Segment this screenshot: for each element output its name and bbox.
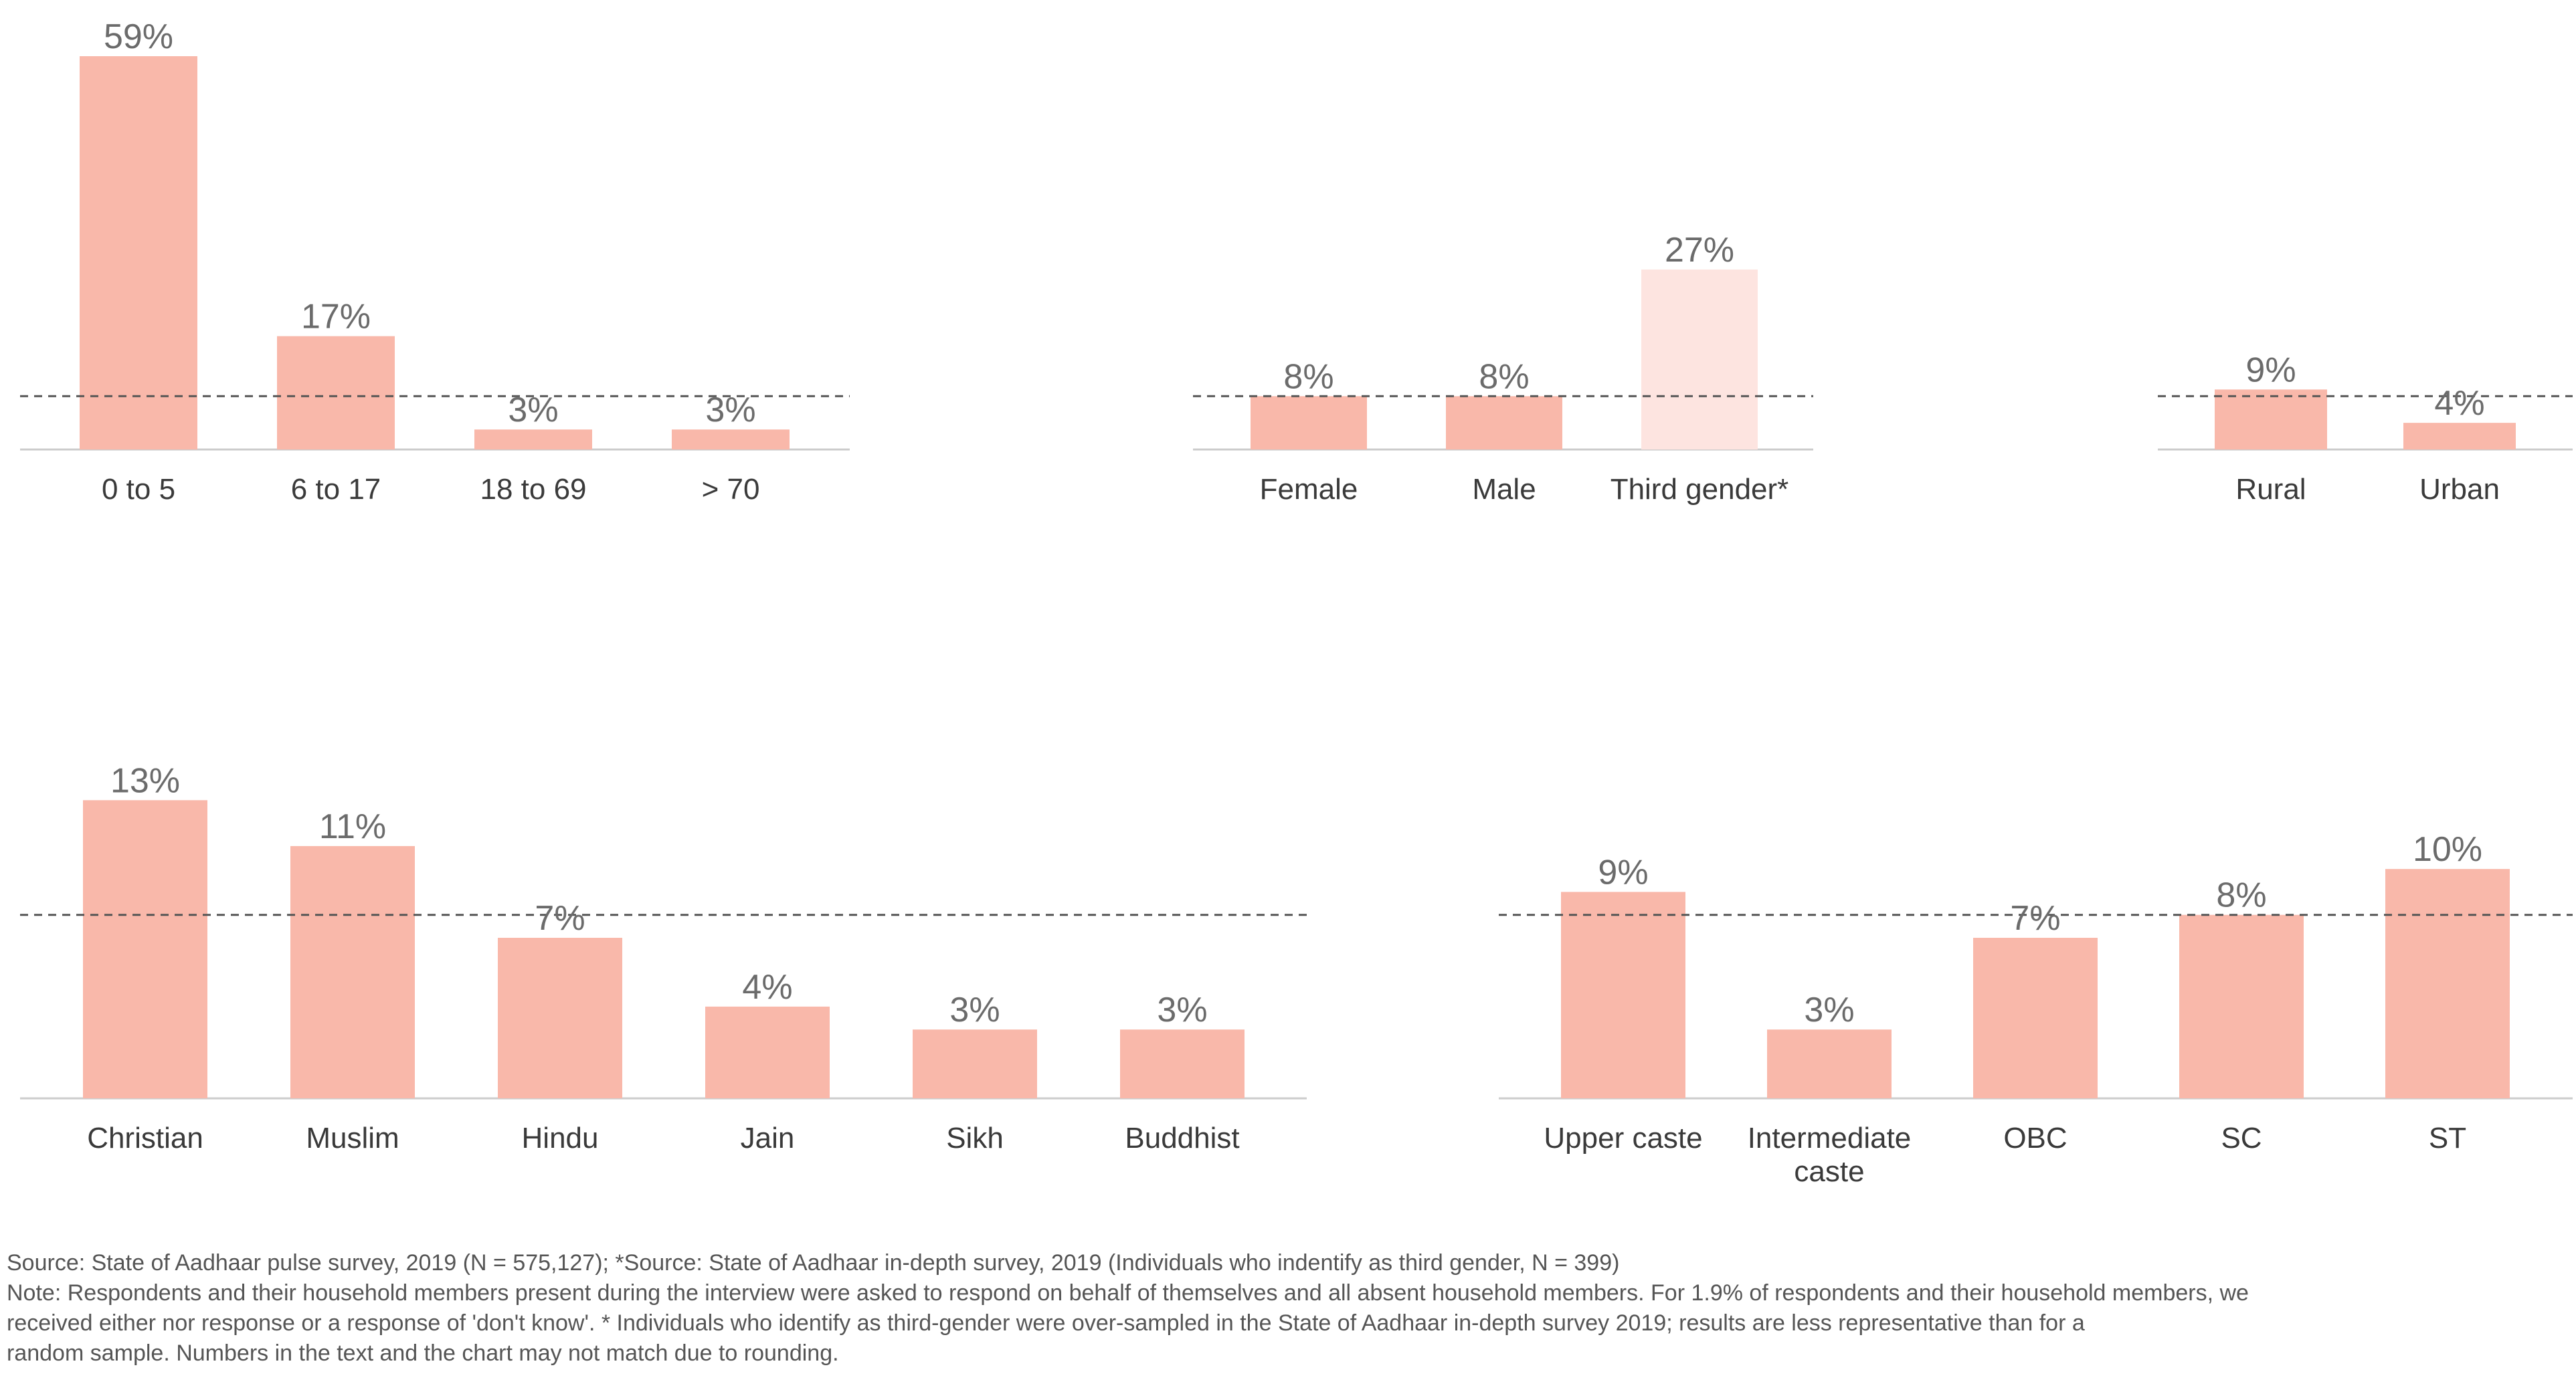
gender-bar-2 bbox=[1446, 396, 1562, 450]
gender-value-label-3: 27% bbox=[1665, 231, 1734, 270]
caste-value-label-5: 10% bbox=[2413, 830, 2482, 869]
age-category-label-1: 0 to 5 bbox=[102, 473, 175, 506]
religion-bar-6 bbox=[1120, 1029, 1245, 1098]
caste-category-label-4: SC bbox=[2221, 1122, 2262, 1155]
religion-value-label-5: 3% bbox=[949, 991, 1000, 1029]
age-value-label-1: 59% bbox=[104, 17, 173, 56]
religion-value-label-3: 7% bbox=[535, 899, 585, 938]
note-line-2: received either nor response or a respon… bbox=[7, 1310, 2085, 1336]
gender-category-label-1: Female bbox=[1260, 473, 1358, 506]
location-value-label-1: 9% bbox=[2245, 351, 2296, 389]
caste-category-label-1: Upper caste bbox=[1544, 1122, 1702, 1155]
note-line-3: random sample. Numbers in the text and t… bbox=[7, 1340, 839, 1366]
caste-bar-5 bbox=[2385, 869, 2510, 1098]
gender-value-label-1: 8% bbox=[1283, 357, 1333, 396]
caste-category-label-2: Intermediate caste bbox=[1748, 1122, 1912, 1188]
caste-bar-4 bbox=[2179, 914, 2304, 1098]
religion-category-label-3: Hindu bbox=[522, 1122, 599, 1155]
age-bar-1 bbox=[80, 56, 197, 450]
gender-bar-1 bbox=[1251, 396, 1367, 450]
religion-bar-4 bbox=[705, 1006, 830, 1098]
caste-value-label-3: 7% bbox=[2010, 899, 2060, 938]
religion-value-label-4: 4% bbox=[742, 968, 792, 1007]
caste-category-label-5: ST bbox=[2429, 1122, 2466, 1155]
religion-bar-3 bbox=[498, 938, 622, 1098]
gender-category-label-2: Male bbox=[1472, 473, 1536, 506]
religion-category-label-4: Jain bbox=[741, 1122, 795, 1155]
gender-bar-3 bbox=[1641, 269, 1758, 450]
age-value-label-2: 17% bbox=[301, 298, 371, 336]
source-note: Source: State of Aadhaar pulse survey, 2… bbox=[7, 1250, 1620, 1276]
religion-category-label-2: Muslim bbox=[306, 1122, 399, 1155]
age-bar-3 bbox=[474, 429, 592, 450]
caste-value-label-1: 9% bbox=[1598, 853, 1648, 892]
age-category-label-3: 18 to 69 bbox=[480, 473, 586, 506]
caste-category-label-3: OBC bbox=[2003, 1122, 2067, 1155]
bar-charts: 59% 17% 3% 3% 0 to 5 6 to 17 18 to 69 > 70 8% 8% 2… bbox=[20, 17, 2573, 1188]
religion-value-label-2: 11% bbox=[319, 807, 386, 846]
location-category-label-1: Rural bbox=[2235, 473, 2306, 506]
age-category-label-4: > 70 bbox=[702, 473, 760, 506]
age-bar-4 bbox=[672, 429, 790, 450]
location-category-label-2: Urban bbox=[2419, 473, 2500, 506]
location-bar-2 bbox=[2403, 423, 2516, 450]
religion-bar-1 bbox=[83, 800, 207, 1098]
note-line-1: Note: Respondents and their household me… bbox=[7, 1280, 2249, 1306]
location-bar-1 bbox=[2215, 389, 2327, 450]
caste-value-label-2: 3% bbox=[1804, 991, 1854, 1029]
caste-bar-2 bbox=[1767, 1029, 1892, 1098]
religion-bar-5 bbox=[913, 1029, 1037, 1098]
gender-value-label-2: 8% bbox=[1479, 357, 1529, 396]
religion-value-label-1: 13% bbox=[110, 761, 180, 800]
religion-category-label-5: Sikh bbox=[946, 1122, 1004, 1155]
religion-bar-2 bbox=[290, 845, 415, 1098]
caste-value-label-4: 8% bbox=[2216, 876, 2266, 915]
gender-category-label-3: Third gender* bbox=[1611, 473, 1789, 506]
footnotes: Source: State of Aadhaar pulse survey, 2… bbox=[7, 1248, 2549, 1369]
caste-bar-3 bbox=[1973, 938, 2098, 1098]
caste-bar-1 bbox=[1561, 892, 1685, 1098]
religion-category-label-6: Buddhist bbox=[1125, 1122, 1239, 1155]
location-value-label-2: 4% bbox=[2434, 384, 2484, 423]
age-bar-2 bbox=[277, 336, 395, 450]
religion-category-label-1: Christian bbox=[87, 1122, 203, 1155]
age-value-label-4: 3% bbox=[705, 391, 755, 429]
age-category-label-2: 6 to 17 bbox=[291, 473, 381, 506]
age-value-label-3: 3% bbox=[508, 391, 558, 429]
religion-value-label-6: 3% bbox=[1157, 991, 1207, 1029]
